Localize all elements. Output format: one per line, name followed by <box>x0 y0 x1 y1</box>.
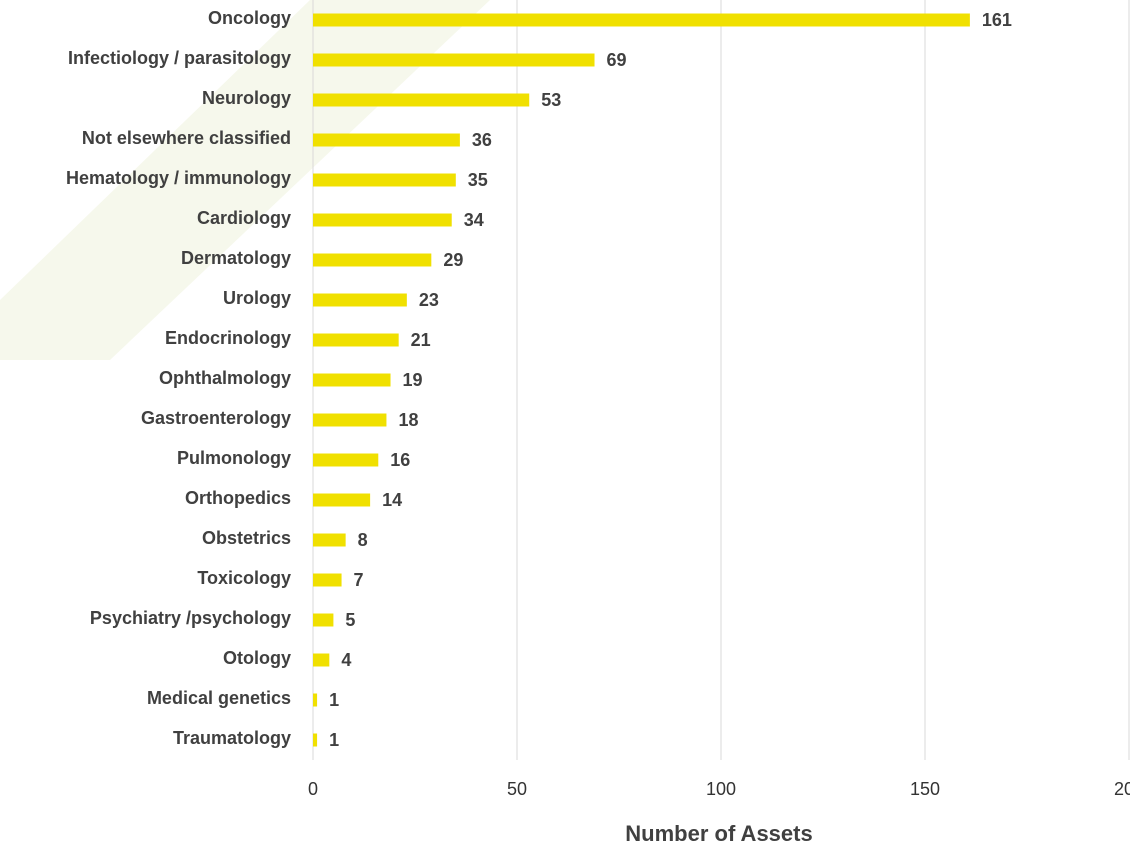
y-tick-label: Gastroenterology <box>141 408 291 428</box>
bar <box>313 653 330 667</box>
value-label: 16 <box>390 450 410 470</box>
y-tick-label: Hematology / immunology <box>66 168 291 188</box>
x-tick-label: 50 <box>507 779 527 799</box>
y-tick-label: Ophthalmology <box>159 368 291 388</box>
bar <box>313 413 387 427</box>
bar <box>313 333 399 347</box>
value-label: 8 <box>358 530 368 550</box>
bar <box>313 93 530 107</box>
bar <box>313 493 371 507</box>
y-tick-label: Traumatology <box>173 728 291 748</box>
y-tick-label: Endocrinology <box>165 328 291 348</box>
value-label: 5 <box>345 610 355 630</box>
x-tick-label: 200 <box>1114 779 1130 799</box>
value-label: 7 <box>354 570 364 590</box>
value-label: 1 <box>329 690 339 710</box>
bar <box>313 693 318 707</box>
bar <box>313 173 456 187</box>
value-label: 19 <box>403 370 423 390</box>
bar <box>313 13 970 27</box>
value-label: 14 <box>382 490 402 510</box>
value-label: 21 <box>411 330 431 350</box>
y-tick-label: Obstetrics <box>202 528 291 548</box>
bar <box>313 573 342 587</box>
y-tick-label: Pulmonology <box>177 448 291 468</box>
y-tick-label: Toxicology <box>197 568 291 588</box>
y-tick-label: Cardiology <box>197 208 291 228</box>
x-tick-label: 100 <box>706 779 736 799</box>
y-tick-label: Infectiology / parasitology <box>68 48 291 68</box>
bar <box>313 373 391 387</box>
value-label: 53 <box>541 90 561 110</box>
y-tick-label: Orthopedics <box>185 488 291 508</box>
y-tick-label: Oncology <box>208 8 291 28</box>
bar <box>313 613 334 627</box>
y-tick-label: Urology <box>223 288 291 308</box>
watermark <box>0 0 490 360</box>
bar <box>313 293 407 307</box>
bar <box>313 133 460 147</box>
y-tick-label: Dermatology <box>181 248 291 268</box>
value-label: 29 <box>443 250 463 270</box>
x-tick-label: 0 <box>308 779 318 799</box>
value-label: 23 <box>419 290 439 310</box>
x-tick-label: 150 <box>910 779 940 799</box>
y-tick-label: Neurology <box>202 88 291 108</box>
y-tick-label: Not elsewhere classified <box>82 128 291 148</box>
bar <box>313 53 595 67</box>
value-label: 69 <box>607 50 627 70</box>
bar <box>313 453 379 467</box>
value-label: 1 <box>329 730 339 750</box>
value-label: 36 <box>472 130 492 150</box>
bar <box>313 533 346 547</box>
y-tick-label: Medical genetics <box>147 688 291 708</box>
value-label: 34 <box>464 210 484 230</box>
value-label: 4 <box>341 650 351 670</box>
bar <box>313 733 318 747</box>
x-axis-title: Number of Assets <box>625 821 812 846</box>
bar <box>313 213 452 227</box>
y-tick-label: Otology <box>223 648 291 668</box>
bar <box>313 253 432 267</box>
value-label: 18 <box>398 410 418 430</box>
value-label: 35 <box>468 170 488 190</box>
y-tick-label: Psychiatry /psychology <box>90 608 291 628</box>
value-label: 161 <box>982 10 1012 30</box>
